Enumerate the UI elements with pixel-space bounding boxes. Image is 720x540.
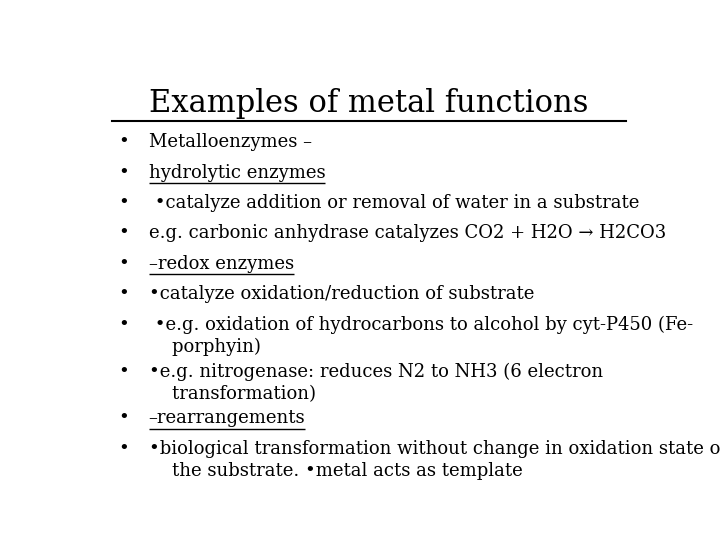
Text: •: • [118, 255, 129, 273]
Text: •e.g. oxidation of hydrocarbons to alcohol by cyt-P450 (Fe-
    porphyin): •e.g. oxidation of hydrocarbons to alcoh… [148, 315, 693, 356]
Text: •: • [118, 133, 129, 151]
Text: hydrolytic enzymes: hydrolytic enzymes [148, 164, 325, 182]
Text: Metalloenzymes –: Metalloenzymes – [148, 133, 312, 151]
Text: •: • [118, 194, 129, 212]
Text: •catalyze addition or removal of water in a substrate: •catalyze addition or removal of water i… [148, 194, 639, 212]
Text: –rearrangements: –rearrangements [148, 409, 305, 428]
Text: •: • [118, 164, 129, 182]
Text: •: • [118, 409, 129, 428]
Text: •: • [118, 440, 129, 458]
Text: •catalyze oxidation/reduction of substrate: •catalyze oxidation/reduction of substra… [148, 285, 534, 303]
Text: •e.g. nitrogenase: reduces N2 to NH3 (6 electron
    transformation): •e.g. nitrogenase: reduces N2 to NH3 (6 … [148, 362, 603, 403]
Text: •: • [118, 362, 129, 381]
Text: •: • [118, 285, 129, 303]
Text: •: • [118, 315, 129, 334]
Text: •biological transformation without change in oxidation state of
    the substrat: •biological transformation without chang… [148, 440, 720, 480]
Text: e.g. carbonic anhydrase catalyzes CO2 + H2O → H2CO3: e.g. carbonic anhydrase catalyzes CO2 + … [148, 225, 666, 242]
Text: •: • [118, 225, 129, 242]
Text: Examples of metal functions: Examples of metal functions [149, 87, 589, 119]
Text: –redox enzymes: –redox enzymes [148, 255, 294, 273]
